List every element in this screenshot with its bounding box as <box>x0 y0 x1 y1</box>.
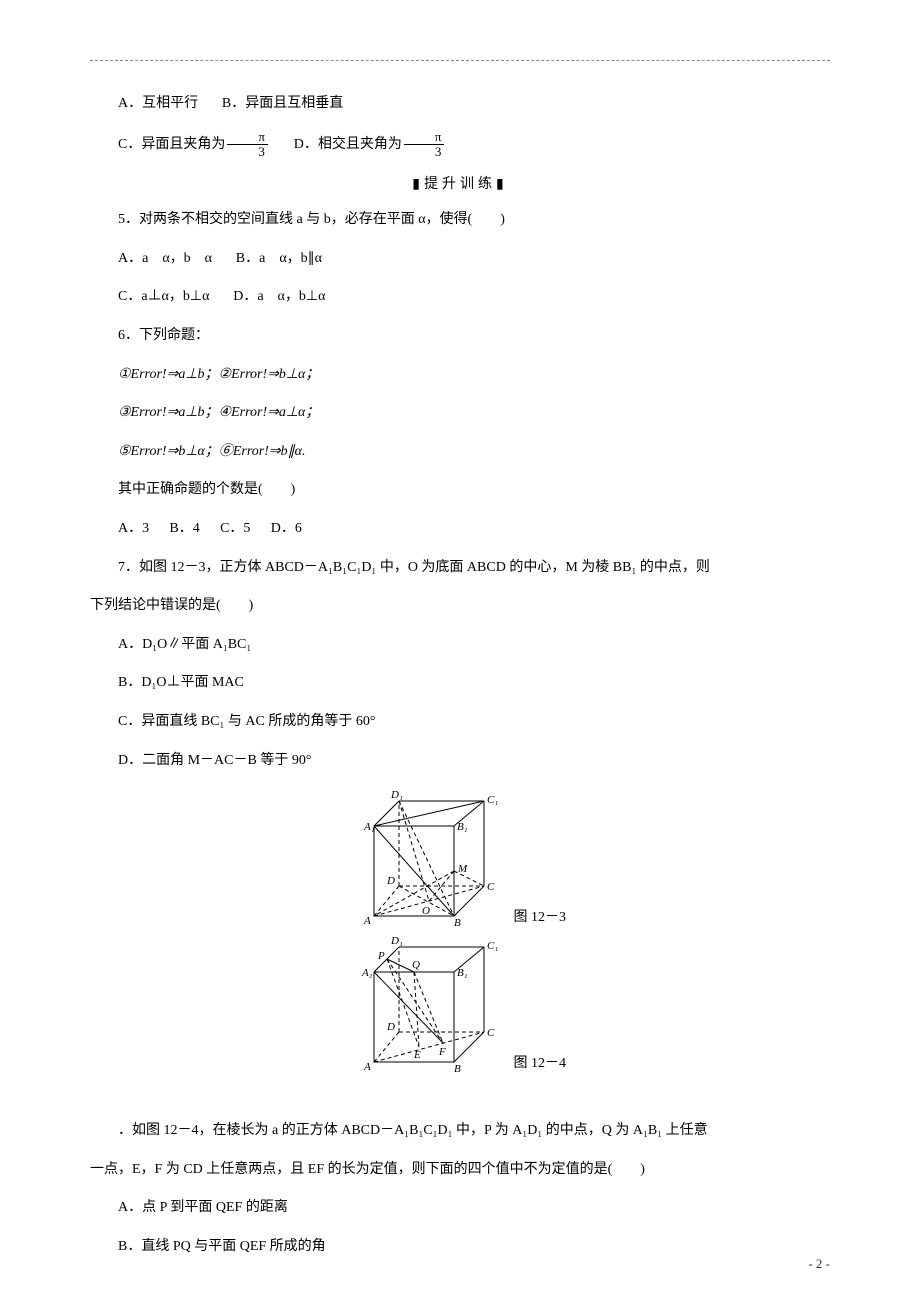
svg-text:A: A <box>363 915 371 926</box>
svg-text:C: C <box>487 1027 495 1039</box>
svg-text:B: B <box>454 1063 461 1072</box>
q5-optB: B．a α，b∥α <box>236 251 322 266</box>
svg-text:B₁: B₁ <box>457 967 468 979</box>
q6-l1: ①Error!⇒a⊥b；②Error!⇒b⊥α； <box>90 362 830 389</box>
q8-stem-b: 一点，E，F 为 CD 上任意两点，且 EF 的长为定值，则下面的四个值中不为定… <box>90 1157 830 1184</box>
svg-text:C: C <box>487 881 495 893</box>
svg-text:D: D <box>386 1021 395 1033</box>
svg-text:D₁: D₁ <box>390 789 403 801</box>
figure-12-4: A₁ B₁ C₁ D₁ A B C D P Q E F 图 12－4 <box>90 932 830 1072</box>
svg-text:D₁: D₁ <box>390 935 403 947</box>
svg-text:Q: Q <box>412 959 420 971</box>
page-number: - 2 - <box>808 1256 830 1272</box>
q4-optB: B．异面且互相垂直 <box>222 96 343 111</box>
cube-diagram-12-4: A₁ B₁ C₁ D₁ A B C D P Q E F <box>354 932 504 1072</box>
q5-opts-line1: A．a α，b α B．a α，b∥α <box>90 246 830 273</box>
q4-options-line2: C．异面且夹角为π3 D．相交且夹角为π3 <box>90 130 830 160</box>
figure-12-3-caption: 图 12－3 <box>514 906 567 926</box>
q5-optA: A．a α，b α <box>118 251 212 266</box>
q5-optD: D．a α，b⊥α <box>233 289 325 304</box>
q5-optC: C．a⊥α，b⊥α <box>118 289 209 304</box>
figure-12-4-caption: 图 12－4 <box>514 1052 567 1072</box>
q6-ask: 其中正确命题的个数是( ) <box>90 477 830 504</box>
svg-text:A₁: A₁ <box>363 821 375 833</box>
q6-optB: B．4 <box>169 521 199 536</box>
q7-optC: C．异面直线 BC₁ 与 AC 所成的角等于 60° <box>90 709 830 736</box>
q4-optD-pre: D．相交且夹角为 <box>294 137 402 152</box>
svg-text:F: F <box>438 1046 446 1058</box>
svg-text:B: B <box>454 917 461 926</box>
top-rule <box>90 60 830 61</box>
q6-optD: D．6 <box>271 521 302 536</box>
q5-stem: 5．对两条不相交的空间直线 a 与 b，必存在平面 α，使得( ) <box>90 207 830 234</box>
q6-l3: ⑤Error!⇒b⊥α；⑥Error!⇒b∥α. <box>90 439 830 466</box>
q6-optC: C．5 <box>220 521 250 536</box>
q7-optA: A．D₁O∥平面 A₁BC₁ <box>90 632 830 659</box>
svg-text:P: P <box>377 950 385 962</box>
q6-opts: A．3 B．4 C．5 D．6 <box>90 516 830 543</box>
cube-diagram-12-3: A₁ B₁ C₁ D₁ A B C D O M <box>354 786 504 926</box>
svg-text:C₁: C₁ <box>487 940 498 952</box>
q8-stem-a: ．如图 12－4，在棱长为 a 的正方体 ABCD－A₁B₁C₁D₁ 中，P 为… <box>90 1118 830 1145</box>
q5-opts-line2: C．a⊥α，b⊥α D．a α，b⊥α <box>90 284 830 311</box>
q7-stem-a: 7．如图 12－3，正方体 ABCD－A₁B₁C₁D₁ 中，O 为底面 ABCD… <box>90 555 830 582</box>
q7-stem-b: 下列结论中错误的是( ) <box>90 593 830 620</box>
q8-optB: B．直线 PQ 与平面 QEF 所成的角 <box>90 1234 830 1261</box>
q4-optC-pre: C．异面且夹角为 <box>118 137 225 152</box>
q8-optA: A．点 P 到平面 QEF 的距离 <box>90 1195 830 1222</box>
q4-options-line1: A．互相平行 B．异面且互相垂直 <box>90 91 830 118</box>
q4-optA: A．互相平行 <box>118 96 198 111</box>
section-title-up: ▮提升训练▮ <box>90 173 830 193</box>
svg-text:D: D <box>386 875 395 887</box>
q6-stem: 6．下列命题： <box>90 323 830 350</box>
spacer <box>90 1078 830 1118</box>
q6-l2: ③Error!⇒a⊥b；④Error!⇒a⊥α； <box>90 400 830 427</box>
svg-text:C₁: C₁ <box>487 794 498 806</box>
svg-text:E: E <box>413 1049 421 1061</box>
q7-optD: D．二面角 M－AC－B 等于 90° <box>90 748 830 775</box>
svg-text:O: O <box>422 905 430 917</box>
q7-optB: B．D₁O⊥平面 MAC <box>90 670 830 697</box>
svg-text:M: M <box>457 863 468 875</box>
q4-optC-frac: π3 <box>227 130 268 160</box>
svg-text:A₁: A₁ <box>361 967 373 979</box>
svg-text:A: A <box>363 1061 371 1072</box>
figure-12-3: A₁ B₁ C₁ D₁ A B C D O M 图 12－3 <box>90 786 830 926</box>
q6-optA: A．3 <box>118 521 149 536</box>
q4-optD-frac: π3 <box>404 130 445 160</box>
svg-text:B₁: B₁ <box>457 821 468 833</box>
page: A．互相平行 B．异面且互相垂直 C．异面且夹角为π3 D．相交且夹角为π3 ▮… <box>0 0 920 1312</box>
